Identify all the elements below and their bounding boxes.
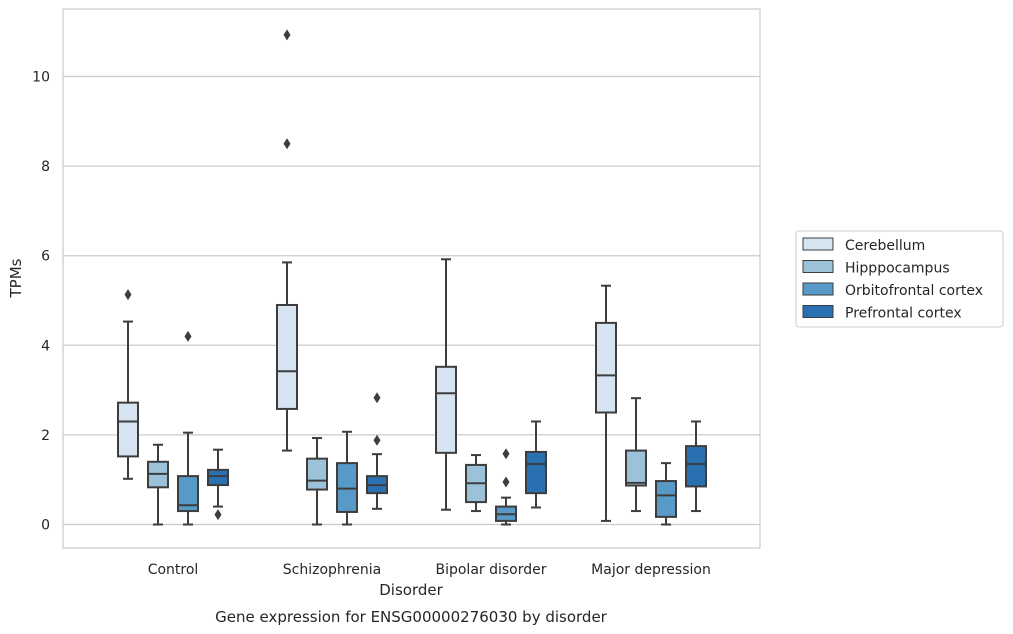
box-prefrontal-cortex: [207, 448, 229, 521]
box-prefrontal-cortex: [525, 420, 547, 509]
box-cerebellum: [117, 289, 139, 480]
legend-label: Prefrontal cortex: [845, 306, 962, 322]
gridlines: [63, 75, 760, 526]
box-orbitofrontal-cortex: [655, 462, 677, 526]
box-body: [625, 449, 647, 487]
box-cerebellum: [595, 284, 617, 522]
box-cerebellum: [435, 258, 457, 511]
box-body: [336, 462, 358, 513]
outlier-point: [283, 29, 291, 41]
x-tick-label: Control: [148, 562, 199, 578]
legend-label: Cerebellum: [845, 238, 925, 254]
outlier-point: [373, 392, 381, 404]
box-orbitofrontal-cortex: [177, 330, 199, 526]
plot-frame: [62, 8, 761, 549]
x-tick-label: Bipolar disorder: [435, 562, 546, 578]
legend-frame: [795, 230, 1004, 328]
box-body: [117, 401, 139, 458]
box-body: [276, 303, 298, 410]
outlier-point: [184, 330, 192, 342]
boxes: [117, 29, 707, 526]
legend: Cerebellum Hipppocampus Orbitofrontal cort…: [795, 230, 1004, 328]
y-tick-labels: 0 2 4 6 8 10: [32, 70, 50, 534]
box-orbitofrontal-cortex: [336, 430, 358, 526]
chart-caption: Gene expression for ENSG00000276030 by d…: [215, 608, 608, 626]
box-body: [207, 468, 229, 487]
x-tick-labels: Control Schizophrenia Bipolar disorder Majo…: [148, 562, 711, 578]
box-cerebellum: [276, 29, 298, 452]
box-body: [177, 475, 199, 513]
legend-swatch: [802, 237, 834, 251]
legend-label: Orbitofrontal cortex: [845, 283, 983, 299]
y-tick-label: 8: [41, 159, 50, 175]
legend-swatch: [802, 282, 834, 296]
y-tick-label: 2: [41, 428, 50, 444]
y-axis-label: TPMs: [7, 258, 25, 298]
legend-swatch: [802, 260, 834, 273]
x-axis-label: Disorder: [379, 581, 443, 599]
box-body: [525, 450, 547, 495]
x-tick-label: Major depression: [591, 562, 711, 578]
legend-swatch: [802, 305, 834, 318]
y-tick-label: 0: [41, 518, 50, 534]
outlier-point: [283, 138, 291, 150]
box-body: [595, 321, 617, 414]
y-tick-label: 4: [41, 338, 50, 354]
box-prefrontal-cortex: [366, 392, 388, 510]
x-tick-label: Schizophrenia: [283, 562, 381, 578]
outlier-point: [214, 509, 222, 521]
y-tick-label: 10: [32, 70, 50, 86]
box-prefrontal-cortex: [685, 420, 707, 513]
outlier-point: [502, 448, 510, 460]
outlier-point: [502, 476, 510, 488]
y-tick-label: 6: [41, 249, 50, 265]
outlier-point: [124, 289, 132, 301]
box-orbitofrontal-cortex: [495, 448, 517, 526]
box-hipppocampus: [625, 397, 647, 513]
legend-label: Hipppocampus: [845, 261, 950, 277]
box-body: [306, 457, 328, 491]
box-hipppocampus: [306, 437, 328, 526]
outlier-point: [373, 434, 381, 446]
box-body: [685, 445, 707, 488]
box-body: [655, 480, 677, 518]
box-hipppocampus: [147, 443, 169, 526]
box-hipppocampus: [465, 454, 487, 513]
box-body: [435, 365, 457, 454]
